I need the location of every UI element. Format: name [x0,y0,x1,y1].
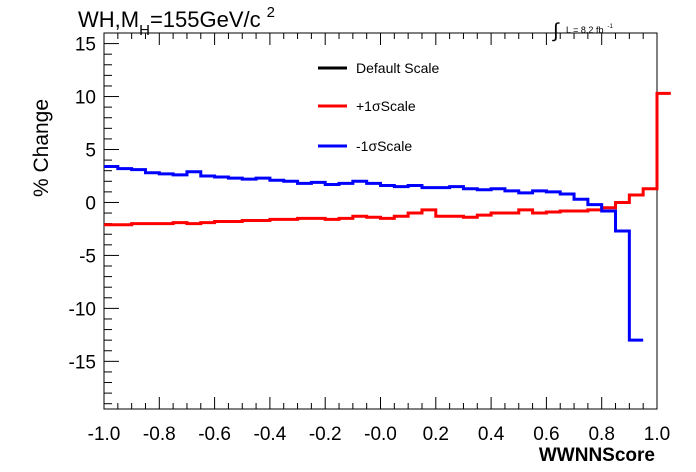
x-tick-label: 0.6 [533,424,559,445]
y-axis-title: % Change [30,99,53,197]
x-tick-labels: -1.0 -0.8 -0.6 -0.4 -0.2 -0.0 0.2 0.4 0.6 0.8 1.0 [88,424,671,445]
x-tick-label: -0.0 [364,424,397,445]
lumi-integral-sign: ∫ [552,20,560,42]
legend-label-plus-1sigma: +1σScale [356,98,416,114]
x-tick-label: -0.4 [254,424,287,445]
y-tick-label: -10 [69,299,96,320]
legend: Default Scale +1σScale -1σScale [318,60,439,154]
x-tick-label: -0.2 [309,424,342,445]
y-tick-label: -15 [69,352,96,373]
x-axis-title: WWNNScore [539,445,655,466]
x-tick-label: 0.4 [478,424,505,445]
lumi-label: L = 8.2 fb -1 [566,24,613,35]
plot-frame [103,32,658,410]
x-tick-label: -1.0 [88,424,121,445]
y-tick-labels: 15 10 5 0 -5 -10 -15 [69,35,96,374]
x-tick-label: -0.8 [143,424,176,445]
x-tick-label: 1.0 [644,424,670,445]
x-tick-label: -0.6 [198,424,231,445]
y-tick-label: 0 [85,193,96,214]
series-minus-1sigma [104,164,644,342]
y-tick-label: 10 [75,88,96,109]
legend-label-default-scale: Default Scale [356,60,439,76]
legend-label-minus-1sigma: -1σScale [356,138,412,154]
y-tick-label: 15 [75,35,96,56]
series-plus-1sigma [104,91,671,227]
axis-ticks [103,32,658,409]
series-group [104,91,671,342]
chart-title: WH,MH=155GeV/c 2 [78,4,275,39]
y-tick-label: 5 [85,141,96,162]
x-tick-label: 0.8 [588,424,614,445]
y-tick-label: -5 [79,246,96,267]
x-tick-label: 0.2 [423,424,449,445]
